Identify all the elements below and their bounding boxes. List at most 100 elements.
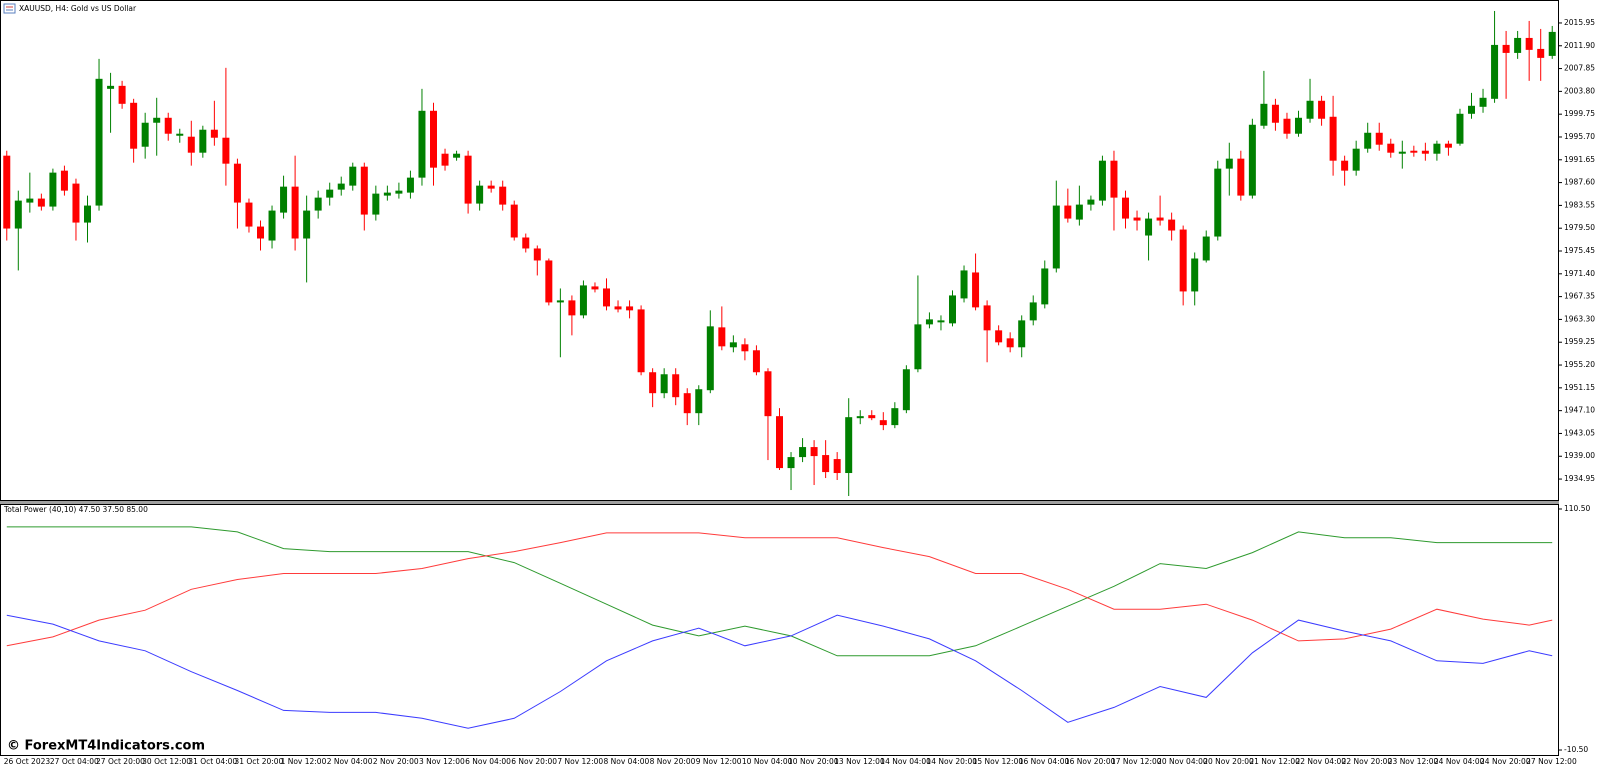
indicator-line — [6, 614, 1553, 729]
candle-body — [1075, 204, 1083, 220]
candle-body — [1110, 160, 1118, 198]
candle-body — [1514, 37, 1522, 53]
candle-body — [1295, 117, 1302, 134]
candle-body — [1145, 218, 1153, 236]
x-tick-label: 7 Nov 12:00 — [557, 757, 603, 766]
candle-body — [430, 110, 437, 168]
candle-body — [314, 197, 322, 211]
candle-body — [1537, 48, 1545, 58]
candle-body — [683, 393, 691, 414]
x-tick-label: 20 Nov 04:00 — [1157, 757, 1208, 766]
y-tick-label: 1939.00 — [1564, 451, 1595, 460]
candle-body — [672, 374, 680, 398]
x-tick-label: 14 Nov 04:00 — [880, 757, 931, 766]
pane-splitter — [0, 501, 1559, 504]
candle-body — [118, 85, 126, 104]
candle-body — [3, 155, 11, 229]
candle-body — [1502, 44, 1510, 53]
candle-body — [499, 186, 507, 205]
candle-body — [1052, 205, 1060, 269]
candle-body — [257, 226, 264, 239]
x-tick-label: 9 Nov 12:00 — [696, 757, 742, 766]
candle-body — [879, 420, 887, 426]
candle-body — [1410, 150, 1418, 153]
candle-body — [1179, 229, 1187, 292]
candle-body — [1225, 158, 1233, 169]
candle-body — [164, 117, 172, 134]
x-tick-label: 27 Oct 04:00 — [50, 757, 99, 766]
candle-body — [810, 447, 818, 457]
x-tick-label: 17 Nov 12:00 — [1111, 757, 1162, 766]
candle-body — [26, 198, 34, 203]
x-tick-label: 27 Nov 12:00 — [1526, 757, 1577, 766]
candle-body — [914, 324, 922, 370]
y-tick-label: 2011.90 — [1564, 41, 1595, 50]
candle-body — [1168, 219, 1176, 231]
candle-body — [1352, 148, 1360, 171]
candle-body — [983, 305, 991, 331]
indicator-title: Total Power (40,10) 47.50 37.50 85.00 — [3, 505, 148, 514]
x-tick-label: 2 Nov 20:00 — [373, 757, 419, 766]
indicator-pane-border — [0, 504, 1559, 756]
candle-body — [1098, 160, 1106, 201]
candle-body — [337, 183, 345, 190]
chart-title: XAUUSD, H4: Gold vs US Dollar — [19, 4, 137, 13]
x-tick-label: 1 Nov 12:00 — [281, 757, 327, 766]
candle-body — [245, 202, 253, 227]
candle-body — [1364, 132, 1372, 149]
candle-body — [925, 319, 933, 325]
candle-body — [729, 342, 737, 348]
y-tick-label: 1959.25 — [1564, 337, 1595, 346]
y-tick-label: 1971.40 — [1564, 269, 1595, 278]
x-tick-label: 10 Nov 04:00 — [742, 757, 793, 766]
candle-body — [845, 417, 853, 474]
candle-body — [280, 186, 288, 213]
candle-body — [1214, 168, 1222, 237]
candle-body — [210, 129, 218, 138]
candle-body — [591, 286, 599, 290]
y-tick-label: 1991.65 — [1564, 155, 1595, 164]
candle-body — [49, 172, 57, 207]
candle-body — [233, 163, 241, 203]
candle-body — [1387, 143, 1395, 153]
x-tick-label: 31 Oct 04:00 — [188, 757, 237, 766]
y-tick-label: 2015.95 — [1564, 18, 1595, 27]
candle-body — [303, 210, 311, 239]
candle-body — [1433, 143, 1441, 154]
y-tick-label: 1934.95 — [1564, 474, 1595, 483]
candle-body — [1087, 199, 1095, 205]
candle-body — [937, 320, 945, 323]
x-tick-label: 10 Nov 20:00 — [788, 757, 839, 766]
candle-body — [545, 260, 553, 303]
x-tick-label: 16 Nov 20:00 — [1065, 757, 1116, 766]
candle-body — [1375, 132, 1383, 145]
candle-body — [891, 408, 899, 426]
candle-body — [1306, 100, 1314, 119]
candle-body — [579, 285, 587, 316]
candle-body — [130, 102, 138, 149]
y-tick-label: 1983.55 — [1564, 200, 1595, 209]
x-tick-label: 6 Nov 20:00 — [511, 757, 557, 766]
candle-body — [764, 371, 772, 417]
candle-body — [1444, 143, 1452, 148]
x-tick-label: 13 Nov 12:00 — [834, 757, 885, 766]
x-tick-label: 27 Oct 20:00 — [96, 757, 145, 766]
candle-body — [1318, 100, 1326, 119]
candle-body — [95, 78, 103, 206]
candle-body — [1202, 236, 1210, 261]
candle-body — [1064, 205, 1072, 219]
candle-body — [1525, 37, 1533, 50]
candle-body — [902, 369, 910, 411]
candle-body — [1398, 151, 1406, 154]
y-tick-label: 2003.80 — [1564, 86, 1595, 95]
candle-body — [949, 295, 956, 324]
candle-body — [372, 193, 380, 215]
candle-body — [833, 459, 841, 474]
candle-body — [995, 330, 1003, 343]
candle-body — [799, 447, 807, 458]
y-tick-label: 110.50 — [1564, 504, 1590, 513]
candle-body — [660, 374, 668, 394]
candle-body — [453, 153, 461, 158]
x-tick-label: 30 Oct 12:00 — [142, 757, 191, 766]
